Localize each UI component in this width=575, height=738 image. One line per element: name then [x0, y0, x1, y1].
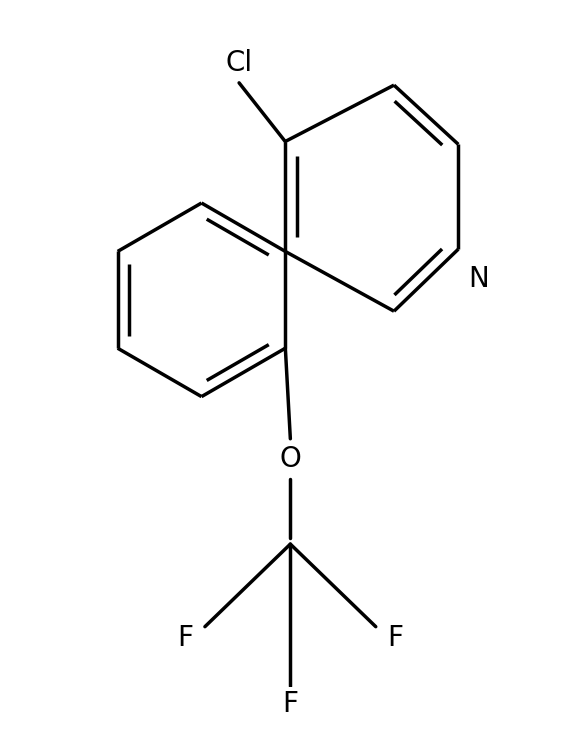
Text: F: F	[388, 624, 404, 652]
Text: F: F	[177, 624, 193, 652]
Text: O: O	[279, 445, 301, 472]
Text: N: N	[468, 266, 489, 293]
Text: Cl: Cl	[225, 49, 252, 77]
Text: F: F	[282, 689, 298, 717]
